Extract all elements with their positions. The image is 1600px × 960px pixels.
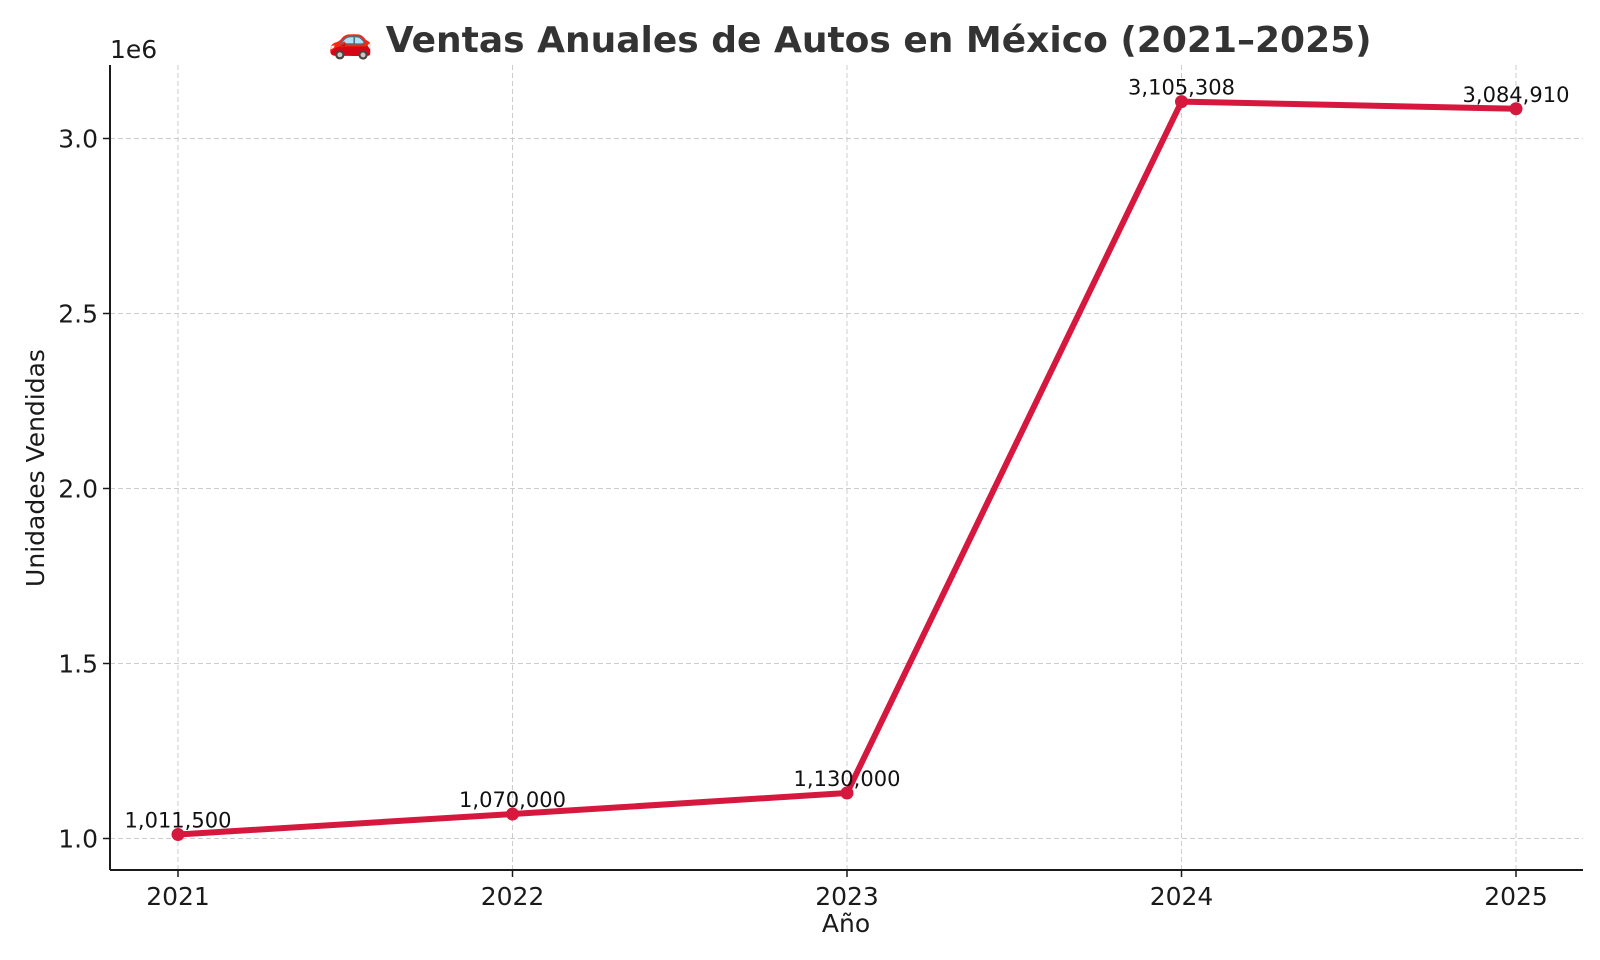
- y-tick-label: 2.5: [58, 300, 98, 329]
- data-point: [840, 786, 854, 800]
- ticks: 2021 2022 2023 2024 2025 1.0 1.5 2.0 2.5 3.0: [58, 125, 1548, 912]
- x-tick-label: 2025: [1484, 882, 1548, 911]
- data-point: [1175, 95, 1188, 109]
- y-tick-label: 1.0: [58, 825, 98, 854]
- series: [171, 95, 1523, 841]
- x-tick-label: 2023: [815, 882, 879, 911]
- data-label: 3,084,910: [1463, 83, 1570, 107]
- y-tick-label: 3.0: [58, 125, 98, 154]
- data-labels: 1,011,500 1,070,000 1,130,000 3,105,308 3,08…: [125, 76, 1570, 833]
- y-tick-label: 2.0: [58, 475, 98, 504]
- x-tick-label: 2021: [146, 882, 210, 911]
- y-axis-offset-label: 1e6: [110, 35, 157, 64]
- data-label: 1,070,000: [459, 788, 566, 812]
- data-label: 3,105,308: [1128, 76, 1235, 100]
- data-point: [1509, 102, 1523, 116]
- data-label: 1,130,000: [794, 767, 901, 791]
- x-axis-label: Año: [822, 909, 870, 938]
- y-axis-label: Unidades Vendidas: [21, 349, 50, 587]
- x-tick-label: 2024: [1150, 882, 1214, 911]
- data-point: [171, 827, 185, 841]
- chart-title: 🚗 Ventas Anuales de Autos en México (202…: [328, 20, 1371, 61]
- data-point: [506, 807, 519, 821]
- grid: [110, 65, 1583, 870]
- data-label: 1,011,500: [125, 808, 232, 832]
- x-tick-label: 2022: [481, 882, 545, 911]
- y-tick-label: 1.5: [58, 650, 98, 679]
